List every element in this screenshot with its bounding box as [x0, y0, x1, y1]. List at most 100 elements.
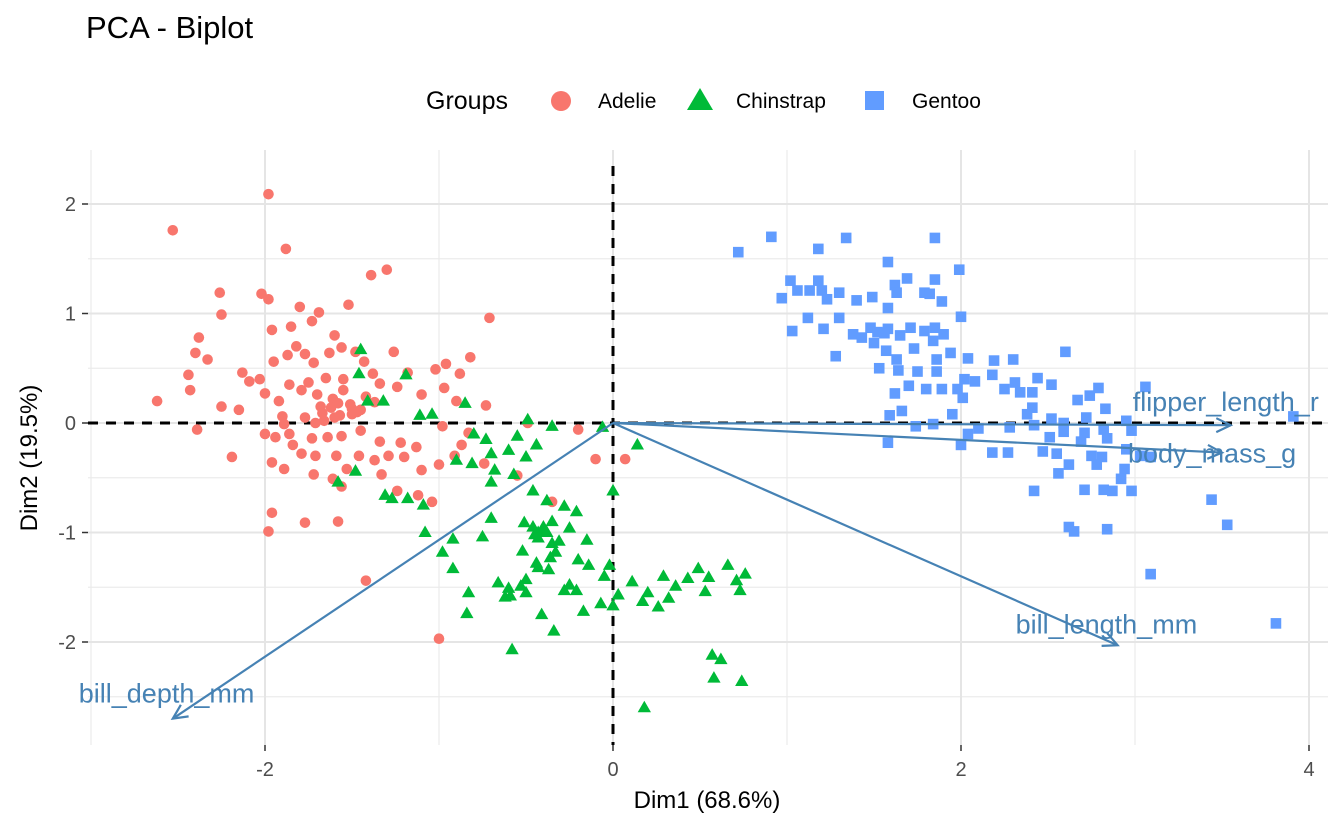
- point-gentoo: [936, 383, 948, 395]
- point-adelie: [369, 454, 380, 466]
- point-adelie: [216, 401, 227, 412]
- point-adelie: [355, 425, 367, 436]
- point-gentoo: [1221, 519, 1233, 531]
- point-gentoo: [988, 355, 1000, 366]
- point-chinstrap: [630, 437, 645, 450]
- point-gentoo: [1028, 485, 1040, 497]
- x-tick-label: 0: [607, 759, 618, 781]
- point-chinstrap: [519, 572, 533, 585]
- point-gentoo: [1098, 424, 1109, 435]
- y-tick-label: -1: [58, 523, 76, 545]
- point-chinstrap: [557, 499, 571, 511]
- legend: Groups Adelie Chinstrap Gentoo: [0, 84, 1344, 120]
- point-adelie: [299, 348, 311, 360]
- point-adelie: [310, 450, 321, 462]
- legend-title: Groups: [426, 87, 508, 115]
- point-adelie: [358, 356, 370, 367]
- point-gentoo: [868, 337, 880, 349]
- point-chinstrap: [507, 467, 521, 480]
- point-gentoo: [1093, 382, 1104, 394]
- point-gentoo: [879, 327, 890, 339]
- point-gentoo: [804, 285, 815, 296]
- point-gentoo: [938, 329, 949, 340]
- point-gentoo: [973, 423, 984, 434]
- point-adelie: [322, 431, 333, 443]
- point-gentoo: [1044, 431, 1056, 443]
- point-adelie: [465, 352, 476, 363]
- point-chinstrap: [656, 569, 671, 581]
- point-adelie: [416, 464, 427, 476]
- point-chinstrap: [401, 491, 415, 504]
- point-gentoo: [1014, 387, 1026, 398]
- point-adelie: [167, 224, 179, 236]
- point-adelie: [353, 450, 365, 462]
- point-adelie: [416, 389, 427, 400]
- point-chinstrap: [576, 604, 591, 616]
- point-adelie: [374, 436, 386, 447]
- point-adelie: [411, 441, 422, 453]
- point-chinstrap: [569, 583, 584, 596]
- point-adelie: [263, 293, 274, 305]
- point-chinstrap: [488, 463, 502, 475]
- point-adelie: [244, 376, 255, 387]
- point-gentoo: [847, 329, 859, 340]
- minor-gridlines: [88, 150, 1328, 745]
- point-adelie: [360, 575, 372, 586]
- point-gentoo: [891, 354, 902, 365]
- point-adelie: [151, 395, 163, 407]
- point-adelie: [263, 188, 274, 200]
- point-adelie: [306, 433, 318, 444]
- point-chinstrap: [606, 483, 620, 496]
- point-gentoo: [884, 410, 895, 421]
- point-adelie: [454, 368, 466, 380]
- point-chinstrap: [510, 429, 524, 441]
- point-chinstrap: [735, 674, 749, 686]
- point-adelie: [336, 430, 347, 442]
- point-gentoo: [1126, 485, 1137, 497]
- point-gentoo: [908, 343, 920, 354]
- variable-arrows: flipper_length_r body_mass_g bill_length_m…: [79, 387, 1319, 721]
- point-gentoo: [929, 322, 941, 334]
- point-chinstrap: [571, 552, 585, 565]
- point-gentoo: [776, 292, 788, 304]
- point-chinstrap: [435, 545, 450, 557]
- point-chinstrap: [602, 558, 617, 570]
- point-adelie: [308, 469, 320, 480]
- point-adelie: [433, 633, 445, 645]
- point-adelie: [259, 388, 271, 399]
- circle-marker-icon: [551, 91, 571, 111]
- point-adelie: [395, 437, 407, 449]
- point-chinstrap: [729, 573, 744, 586]
- point-chinstrap: [515, 544, 530, 556]
- point-gentoo: [816, 285, 828, 296]
- point-gentoo: [957, 392, 969, 404]
- point-adelie: [226, 451, 238, 463]
- data-points: [151, 188, 1299, 713]
- point-adelie: [440, 358, 452, 370]
- point-adelie: [202, 354, 213, 365]
- point-chinstrap: [484, 446, 498, 459]
- point-gentoo: [1107, 485, 1118, 497]
- point-chinstrap: [501, 581, 516, 593]
- point-chinstrap: [348, 464, 363, 476]
- point-chinstrap: [528, 527, 542, 540]
- point-adelie: [190, 347, 201, 359]
- point-adelie: [320, 372, 332, 384]
- point-gentoo: [929, 274, 941, 285]
- point-adelie: [332, 516, 344, 527]
- x-axis-title: Dim1 (68.6%): [634, 787, 781, 814]
- point-chinstrap: [446, 532, 460, 544]
- point-chinstrap: [475, 529, 490, 542]
- point-adelie: [291, 341, 302, 352]
- point-chinstrap: [662, 591, 676, 603]
- point-chinstrap: [606, 598, 620, 611]
- point-gentoo: [833, 287, 845, 298]
- point-adelie: [331, 450, 342, 462]
- x-tick-label: 4: [1303, 759, 1314, 781]
- x-tick-label: -2: [256, 759, 274, 781]
- point-adelie: [296, 448, 307, 459]
- point-chinstrap: [460, 606, 474, 619]
- point-adelie: [259, 428, 271, 440]
- variable-label-flipper_length_mm: flipper_length_r: [1133, 387, 1319, 417]
- point-adelie: [303, 377, 314, 388]
